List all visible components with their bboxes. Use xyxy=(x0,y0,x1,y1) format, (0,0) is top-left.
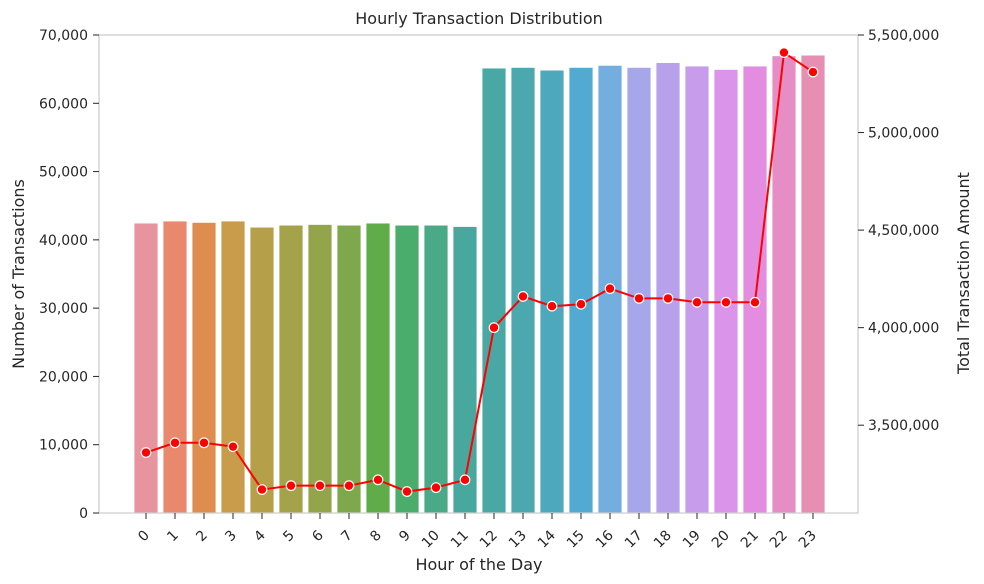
amount-point-21 xyxy=(749,296,761,308)
bar-hour-17 xyxy=(627,67,651,513)
bar-hour-7 xyxy=(337,225,361,513)
amount-point-14 xyxy=(546,300,558,312)
y-axis-title: Number of Transactions xyxy=(9,179,28,369)
bar-hour-11 xyxy=(453,226,477,513)
amount-point-10 xyxy=(430,482,442,494)
y2-axis-title: Total Transaction Amount xyxy=(954,172,973,375)
y-tick-label: 10,000 xyxy=(39,438,88,454)
y-tick-label: 40,000 xyxy=(39,233,88,249)
amount-point-22 xyxy=(778,47,790,58)
y-tick-label: 30,000 xyxy=(39,301,88,317)
bar-hour-12 xyxy=(482,68,506,514)
amount-point-8 xyxy=(372,474,384,486)
amount-point-16 xyxy=(604,283,616,295)
amount-point-19 xyxy=(691,296,703,308)
bar-hour-10 xyxy=(424,225,448,513)
y-tick-label: 60,000 xyxy=(39,96,88,112)
amount-point-4 xyxy=(256,484,268,495)
bar-hour-21 xyxy=(743,66,767,513)
amount-point-0 xyxy=(140,447,152,458)
y2-tick-label: 4,500,000 xyxy=(868,223,939,239)
amount-point-17 xyxy=(633,292,645,304)
y-tick-label: 70,000 xyxy=(39,28,88,44)
y2-tick-label: 5,000,000 xyxy=(868,126,939,142)
bar-hour-3 xyxy=(221,221,245,514)
line-series xyxy=(140,47,819,497)
bar-hour-4 xyxy=(250,227,274,513)
bar-hour-0 xyxy=(134,223,158,513)
x-axis-title: Hour of the Day xyxy=(415,555,542,574)
y-axis-right: 3,500,000 4,000,000 4,500,000 5,000,000 5,50… xyxy=(858,28,939,434)
bar-series xyxy=(134,55,825,514)
bar-hour-2 xyxy=(192,222,216,514)
amount-point-2 xyxy=(198,437,210,449)
amount-point-7 xyxy=(343,480,355,492)
amount-point-13 xyxy=(517,291,529,302)
bar-hour-20 xyxy=(714,69,738,513)
bar-hour-14 xyxy=(540,70,564,513)
y2-tick-label: 5,500,000 xyxy=(868,28,939,44)
amount-point-5 xyxy=(285,480,297,492)
y-axis-left: 0 10,000 20,000 30,000 40,000 50,000 60,000 70,… xyxy=(39,28,99,522)
bar-hour-18 xyxy=(656,62,680,514)
y-tick-label: 20,000 xyxy=(39,369,88,385)
bar-hour-5 xyxy=(279,225,303,513)
y2-tick-label: 3,500,000 xyxy=(868,418,939,434)
bar-hour-23 xyxy=(801,55,825,513)
y-tick-label: 0 xyxy=(79,506,88,522)
bar-hour-8 xyxy=(366,223,390,513)
amount-point-9 xyxy=(401,486,413,497)
bar-hour-1 xyxy=(163,221,187,514)
bar-hour-9 xyxy=(395,225,419,513)
amount-point-3 xyxy=(227,441,239,453)
y-tick-label: 50,000 xyxy=(39,165,88,181)
bar-hour-22 xyxy=(772,56,796,513)
amount-point-20 xyxy=(720,296,732,308)
bar-hour-13 xyxy=(511,67,535,513)
plot-frame xyxy=(98,34,859,514)
bar-hour-15 xyxy=(569,67,593,513)
bar-hour-6 xyxy=(308,224,332,513)
amount-point-18 xyxy=(662,292,674,304)
bar-hour-19 xyxy=(685,66,709,513)
amount-point-23 xyxy=(807,66,819,78)
amount-point-6 xyxy=(314,480,326,492)
chart-title: Hourly Transaction Distribution xyxy=(355,9,603,28)
amount-point-1 xyxy=(169,437,181,449)
amount-point-12 xyxy=(488,322,500,334)
amount-point-11 xyxy=(459,474,471,486)
y2-tick-label: 4,000,000 xyxy=(868,321,939,337)
amount-point-15 xyxy=(575,298,587,310)
